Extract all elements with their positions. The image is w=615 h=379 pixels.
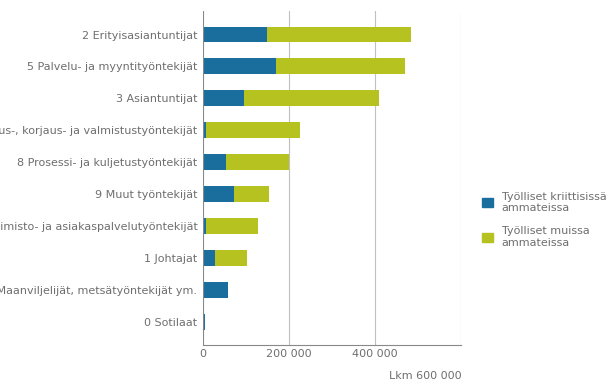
Bar: [244, 90, 379, 106]
Legend: Työlliset kriittisissä
ammateissa, Työlliset muissa
ammateissa: Työlliset kriittisissä ammateissa, Työll…: [482, 191, 606, 248]
Bar: [203, 154, 226, 170]
Text: Lkm 600 000: Lkm 600 000: [389, 371, 461, 379]
Bar: [267, 27, 411, 42]
Bar: [203, 314, 205, 330]
Bar: [203, 122, 207, 138]
Bar: [203, 282, 228, 298]
Bar: [203, 27, 267, 42]
Bar: [203, 218, 207, 234]
Bar: [215, 250, 247, 266]
Bar: [203, 250, 215, 266]
Bar: [203, 58, 276, 74]
Bar: [203, 186, 234, 202]
Bar: [207, 218, 258, 234]
Bar: [234, 186, 269, 202]
Bar: [226, 154, 290, 170]
Bar: [276, 58, 405, 74]
Bar: [203, 90, 244, 106]
Bar: [207, 122, 300, 138]
